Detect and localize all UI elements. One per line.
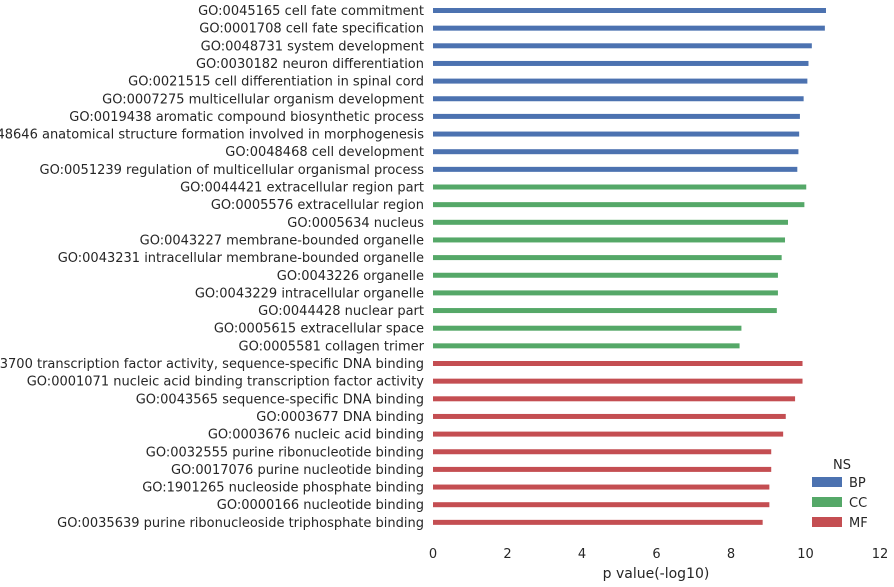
x-tick-label: 4 (578, 547, 586, 562)
category-label: GO:0043229 intracellular organelle (195, 286, 424, 301)
bar (433, 255, 782, 261)
legend-label: BP (849, 476, 866, 491)
bar (433, 237, 786, 243)
bar (433, 8, 826, 13)
category-label: GO:0043565 sequence-specific DNA binding (136, 392, 424, 407)
x-tick-label: 8 (727, 547, 735, 562)
category-label: GO:0043226 organelle (277, 269, 424, 284)
bar (433, 60, 809, 66)
category-label: GO:0030182 neuron differentiation (196, 57, 424, 72)
category-label: GO:0044428 nuclear part (258, 304, 424, 319)
category-label: GO:0017076 purine nucleotide binding (171, 463, 424, 478)
bar (433, 131, 800, 137)
category-label: GO:0048468 cell development (225, 145, 424, 160)
category-label: GO:0035639 purine ribonucleoside triphos… (57, 516, 424, 531)
category-label: GO:0043231 intracellular membrane-bounde… (58, 251, 424, 266)
category-label: GO:0043227 membrane-bounded organelle (140, 233, 424, 248)
bar (433, 343, 740, 349)
bars-layer (433, 8, 826, 525)
bar (433, 378, 803, 384)
x-tick-label: 10 (797, 547, 814, 562)
bar (433, 502, 770, 508)
category-labels: GO:0045165 cell fate commitment GO:000170… (0, 4, 425, 531)
x-tick-label: 6 (652, 547, 660, 562)
bar (433, 519, 763, 525)
category-label: GO:1901265 nucleoside phosphate binding (142, 481, 424, 496)
bar (433, 43, 812, 49)
category-label: GO:0005634 nucleus (287, 216, 424, 231)
bar (433, 449, 772, 455)
legend-swatch (812, 517, 842, 527)
legend: NS BP CC MF (812, 458, 868, 531)
bar (433, 25, 825, 31)
category-label: GO:0005581 collagen trimer (239, 339, 425, 354)
bar (433, 431, 784, 437)
bar (433, 184, 807, 190)
x-tick-label: 12 (872, 547, 889, 562)
x-tick-label: 0 (429, 547, 437, 562)
category-label: GO:0007275 multicellular organism develo… (102, 92, 424, 107)
category-label: GO:0021515 cell differentiation in spina… (128, 75, 424, 90)
bar (433, 202, 805, 208)
bar (433, 166, 798, 172)
bar (433, 325, 742, 331)
category-label: GO:0051239 regulation of multicellular o… (40, 163, 425, 178)
bar (433, 484, 770, 490)
x-axis: p value(-log10) 0 2 4 6 8 10 12 (429, 547, 888, 582)
bar (433, 113, 800, 119)
category-label: GO:0000166 nucleotide binding (217, 498, 424, 513)
bar (433, 361, 803, 366)
bar (433, 290, 778, 296)
category-label: GO:0005576 extracellular region (211, 198, 424, 213)
bar (433, 396, 796, 402)
legend-swatch (812, 477, 842, 487)
bar (433, 219, 788, 225)
category-label: GO:0003700 transcription factor activity… (0, 357, 424, 372)
category-label: GO:0003677 DNA binding (256, 410, 424, 425)
x-axis-title: p value(-log10) (603, 566, 710, 582)
category-label: GO:0045165 cell fate commitment (198, 4, 424, 19)
bar (433, 96, 804, 102)
category-label: GO:0019438 aromatic compound biosyntheti… (69, 110, 424, 125)
category-label: GO:0048731 system development (201, 39, 424, 54)
category-label: GO:0048646 anatomical structure formatio… (0, 128, 424, 143)
category-label: GO:0003676 nucleic acid binding (208, 428, 424, 443)
legend-label: MF (849, 516, 868, 531)
legend-swatch (812, 497, 842, 507)
category-label: GO:0032555 purine ribonucleotide binding (146, 445, 424, 460)
bar (433, 78, 808, 84)
category-label: GO:0001708 cell fate specification (199, 22, 424, 37)
bar (433, 308, 777, 314)
category-label: GO:0044421 extracellular region part (180, 181, 424, 196)
category-label: GO:0001071 nucleic acid binding transcri… (27, 375, 425, 390)
category-label: GO:0005615 extracellular space (214, 322, 424, 337)
bar (433, 272, 778, 278)
bar (433, 466, 772, 472)
legend-label: CC (849, 496, 867, 511)
bar (433, 149, 799, 155)
bar (433, 413, 786, 419)
legend-title: NS (833, 458, 851, 473)
x-tick-label: 2 (503, 547, 511, 562)
